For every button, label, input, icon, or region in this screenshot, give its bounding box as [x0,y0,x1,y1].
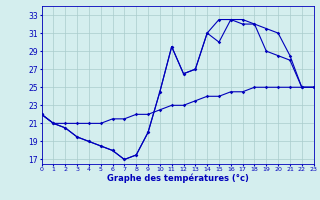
X-axis label: Graphe des températures (°c): Graphe des températures (°c) [107,174,249,183]
